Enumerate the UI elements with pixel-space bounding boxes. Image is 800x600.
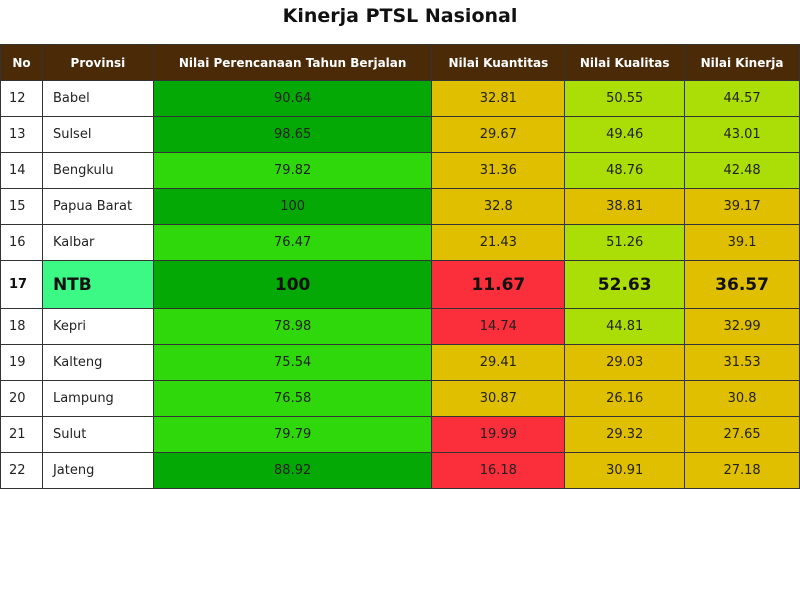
- cell-kinerja: 36.57: [684, 260, 800, 309]
- cell-perencanaan: 100: [152, 188, 433, 225]
- cell-kualitas: 48.76: [564, 152, 686, 189]
- cell-kuantitas: 32.81: [431, 80, 566, 117]
- cell-no: 13: [0, 116, 43, 153]
- cell-provinsi: Sulsel: [41, 116, 154, 153]
- cell-kuantitas: 21.43: [431, 224, 566, 261]
- cell-no: 15: [0, 188, 43, 225]
- column-header-kinerja: Nilai Kinerja: [684, 44, 800, 81]
- cell-perencanaan: 100: [152, 260, 433, 309]
- cell-provinsi: Kalteng: [41, 344, 154, 381]
- table-row: 15 Papua Barat 100 32.8 38.81 39.17: [0, 188, 800, 225]
- cell-kualitas: 29.03: [564, 344, 686, 381]
- cell-kinerja: 27.65: [684, 416, 800, 453]
- cell-provinsi: Papua Barat: [41, 188, 154, 225]
- cell-perencanaan: 79.79: [152, 416, 433, 453]
- cell-no: 17: [0, 260, 43, 309]
- cell-kualitas: 51.26: [564, 224, 686, 261]
- cell-no: 20: [0, 380, 43, 417]
- table-row: 22 Jateng 88.92 16.18 30.91 27.18: [0, 452, 800, 489]
- table-row: 13 Sulsel 98.65 29.67 49.46 43.01: [0, 116, 800, 153]
- cell-perencanaan: 98.65: [152, 116, 433, 153]
- column-header-kualitas: Nilai Kualitas: [564, 44, 686, 81]
- table-row: 17 NTB 100 11.67 52.63 36.57: [0, 260, 800, 309]
- header-row: No Provinsi Nilai Perencanaan Tahun Berj…: [0, 44, 800, 81]
- cell-kinerja: 39.17: [684, 188, 800, 225]
- cell-provinsi: Lampung: [41, 380, 154, 417]
- cell-kuantitas: 31.36: [431, 152, 566, 189]
- column-header-no: No: [0, 44, 43, 81]
- column-header-provinsi: Provinsi: [41, 44, 154, 81]
- page-title: Kinerja PTSL Nasional: [282, 5, 518, 27]
- table-row: 21 Sulut 79.79 19.99 29.32 27.65: [0, 416, 800, 453]
- cell-kinerja: 42.48: [684, 152, 800, 189]
- cell-kualitas: 38.81: [564, 188, 686, 225]
- table-row: 19 Kalteng 75.54 29.41 29.03 31.53: [0, 344, 800, 381]
- cell-kualitas: 50.55: [564, 80, 686, 117]
- cell-kinerja: 30.8: [684, 380, 800, 417]
- cell-kuantitas: 14.74: [431, 308, 566, 345]
- cell-kuantitas: 11.67: [431, 260, 566, 309]
- cell-provinsi: Jateng: [41, 452, 154, 489]
- cell-no: 21: [0, 416, 43, 453]
- cell-kualitas: 26.16: [564, 380, 686, 417]
- cell-kualitas: 44.81: [564, 308, 686, 345]
- cell-perencanaan: 88.92: [152, 452, 433, 489]
- cell-no: 16: [0, 224, 43, 261]
- cell-kuantitas: 30.87: [431, 380, 566, 417]
- cell-kualitas: 30.91: [564, 452, 686, 489]
- cell-no: 22: [0, 452, 43, 489]
- cell-provinsi: Sulut: [41, 416, 154, 453]
- cell-kuantitas: 29.67: [431, 116, 566, 153]
- table-row: 16 Kalbar 76.47 21.43 51.26 39.1: [0, 224, 800, 261]
- cell-perencanaan: 76.58: [152, 380, 433, 417]
- table-row: 18 Kepri 78.98 14.74 44.81 32.99: [0, 308, 800, 345]
- cell-provinsi: Kepri: [41, 308, 154, 345]
- cell-kinerja: 43.01: [684, 116, 800, 153]
- cell-kinerja: 31.53: [684, 344, 800, 381]
- table-body: 12 Babel 90.64 32.81 50.55 44.57 13 Sulsel 98.65…: [0, 80, 800, 489]
- cell-perencanaan: 76.47: [152, 224, 433, 261]
- table-row: 20 Lampung 76.58 30.87 26.16 30.8: [0, 380, 800, 417]
- cell-kuantitas: 16.18: [431, 452, 566, 489]
- cell-kinerja: 32.99: [684, 308, 800, 345]
- table-row: 14 Bengkulu 79.82 31.36 48.76 42.48: [0, 152, 800, 189]
- cell-provinsi: Kalbar: [41, 224, 154, 261]
- cell-kuantitas: 19.99: [431, 416, 566, 453]
- cell-no: 18: [0, 308, 43, 345]
- cell-kualitas: 52.63: [564, 260, 686, 309]
- cell-kinerja: 39.1: [684, 224, 800, 261]
- cell-kualitas: 29.32: [564, 416, 686, 453]
- cell-perencanaan: 75.54: [152, 344, 433, 381]
- cell-no: 12: [0, 80, 43, 117]
- cell-perencanaan: 79.82: [152, 152, 433, 189]
- cell-no: 14: [0, 152, 43, 189]
- cell-provinsi: Babel: [41, 80, 154, 117]
- table-row: 12 Babel 90.64 32.81 50.55 44.57: [0, 80, 800, 117]
- cell-no: 19: [0, 344, 43, 381]
- cell-kinerja: 44.57: [684, 80, 800, 117]
- performance-table: No Provinsi Nilai Perencanaan Tahun Berj…: [0, 44, 800, 489]
- cell-perencanaan: 78.98: [152, 308, 433, 345]
- column-header-perencanaan: Nilai Perencanaan Tahun Berjalan: [152, 44, 433, 81]
- column-header-kuantitas: Nilai Kuantitas: [431, 44, 566, 81]
- cell-kuantitas: 29.41: [431, 344, 566, 381]
- cell-kualitas: 49.46: [564, 116, 686, 153]
- cell-kinerja: 27.18: [684, 452, 800, 489]
- cell-provinsi: Bengkulu: [41, 152, 154, 189]
- cell-perencanaan: 90.64: [152, 80, 433, 117]
- cell-provinsi: NTB: [41, 260, 154, 309]
- cell-kuantitas: 32.8: [431, 188, 566, 225]
